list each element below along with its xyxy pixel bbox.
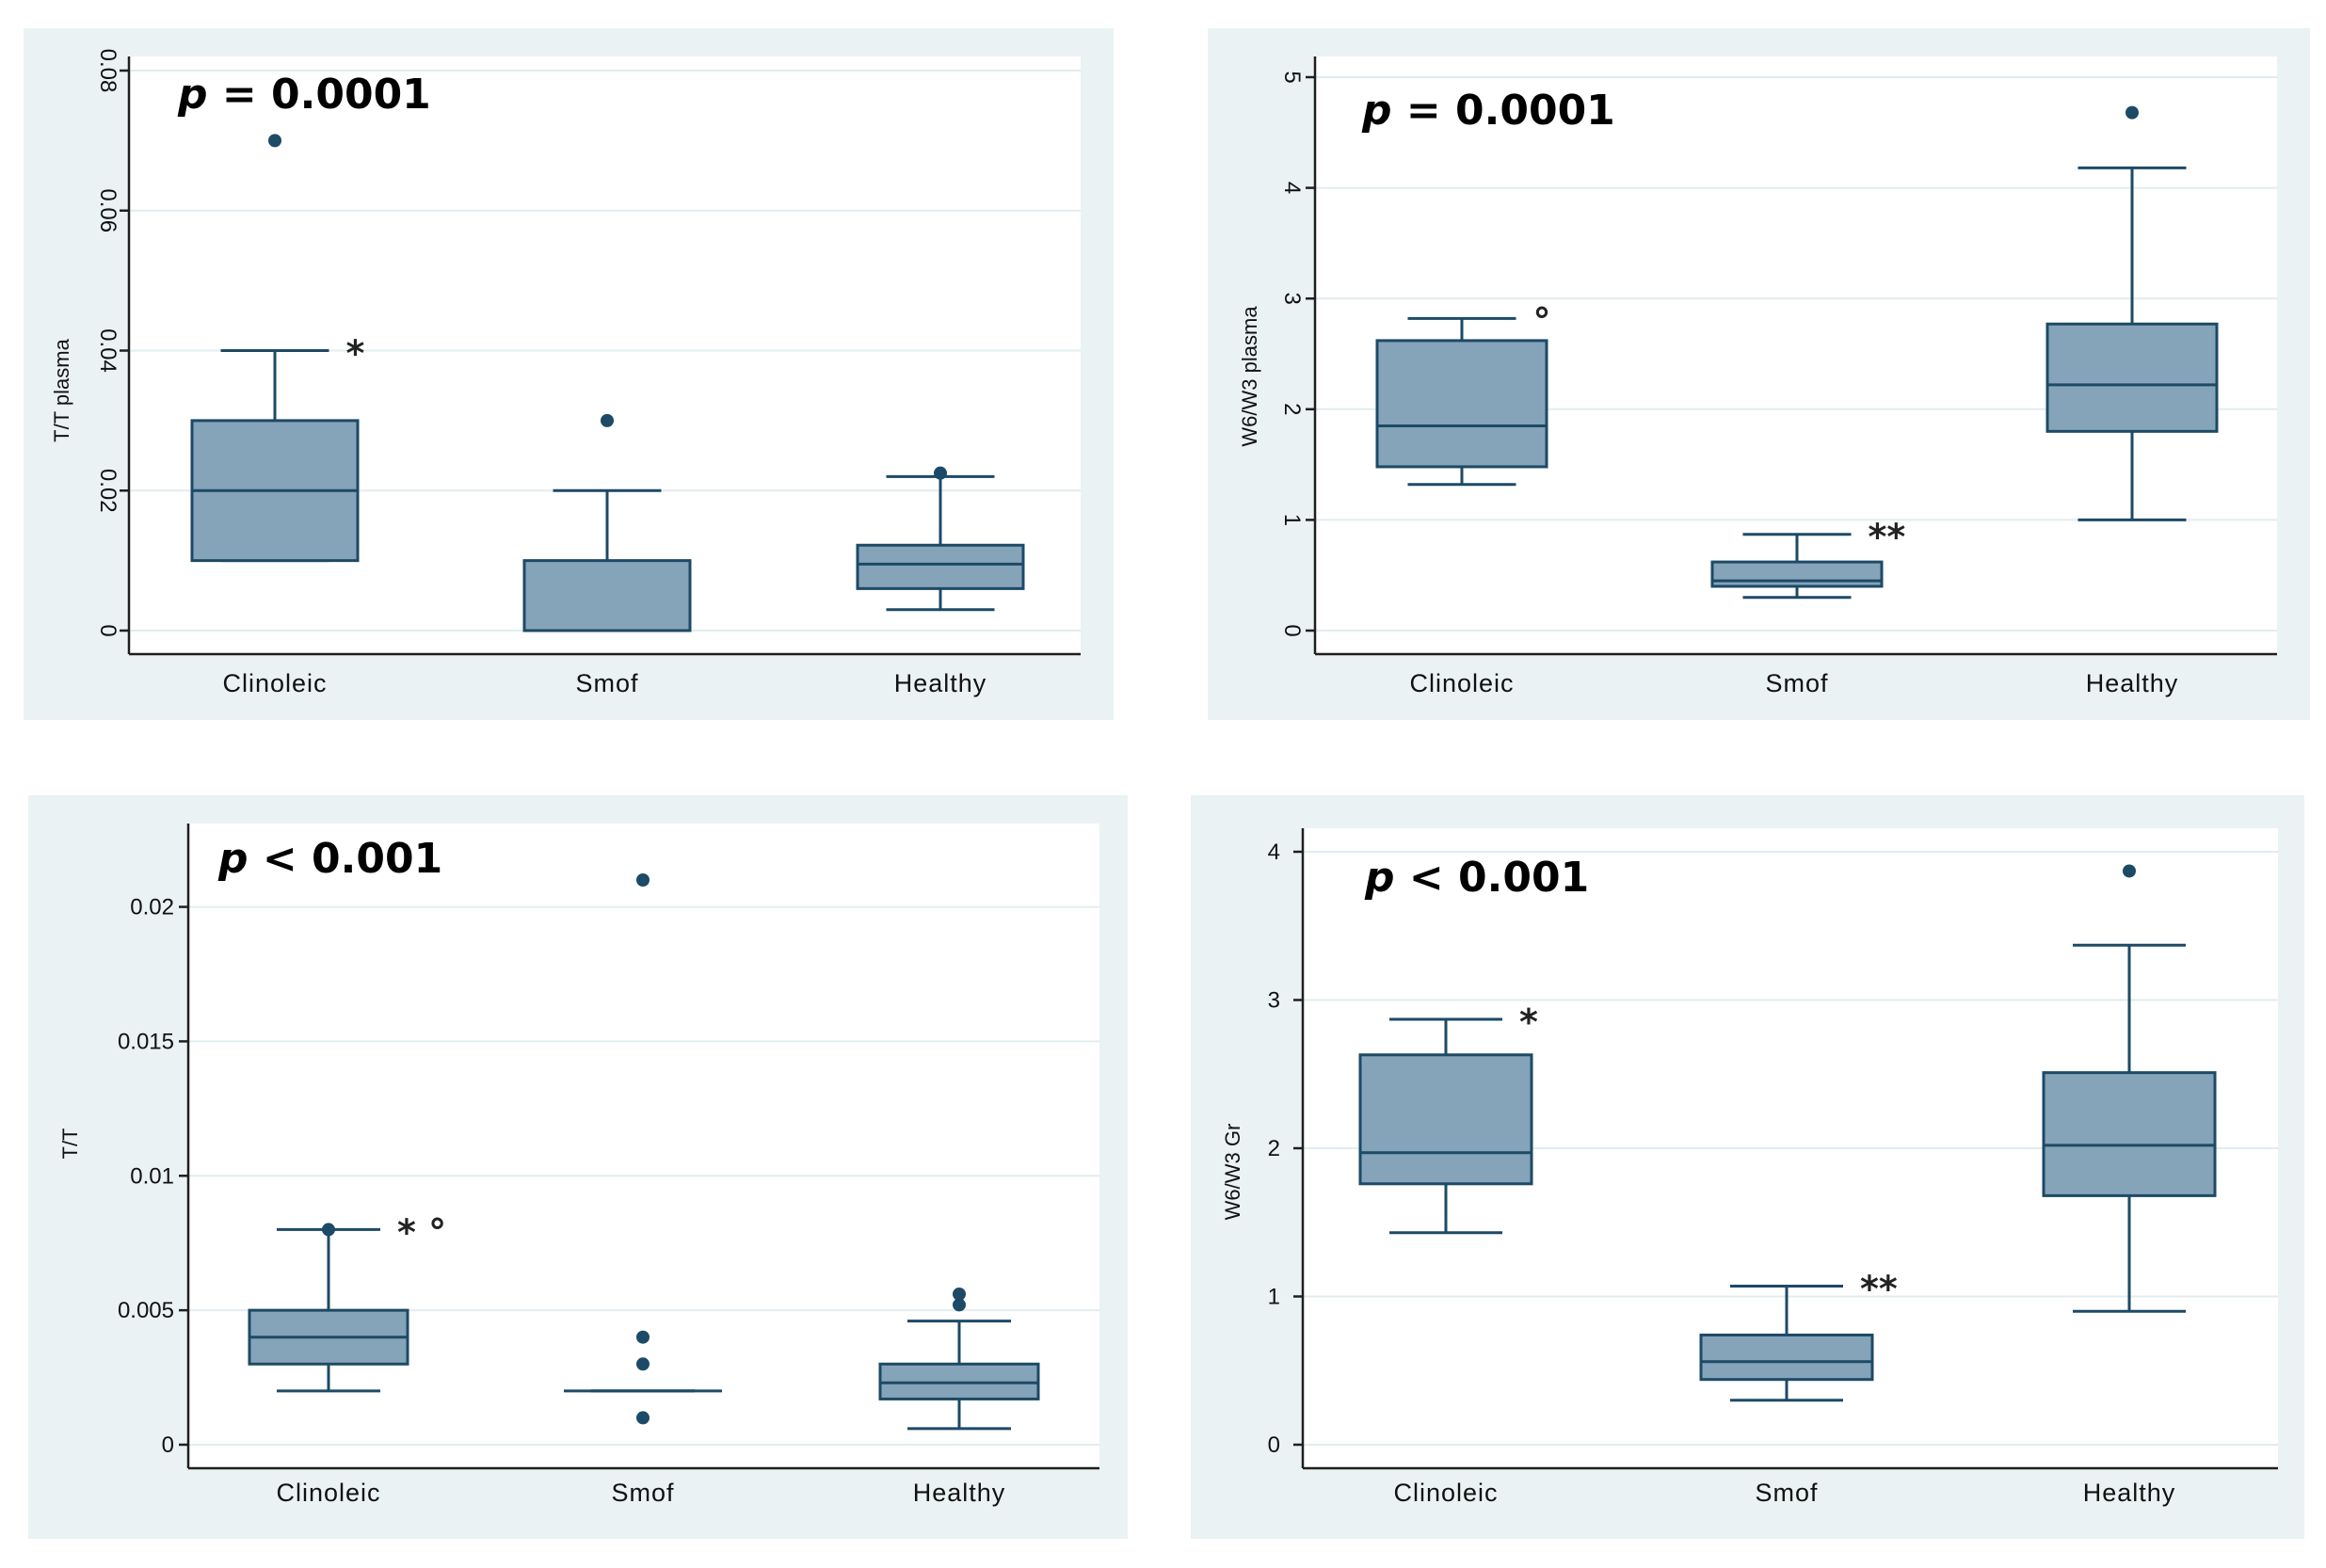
x-category-label: Clinoleic <box>222 669 327 697</box>
x-category-label: Smof <box>1755 1479 1818 1507</box>
p-value-symbol: p <box>1361 87 1392 135</box>
iqr-box <box>2042 1071 2217 1197</box>
outlier-point <box>322 1223 335 1237</box>
significance-marker: ° <box>1533 300 1551 342</box>
y-tick-label: 0.01 <box>130 1163 174 1189</box>
outlier-point <box>636 1411 650 1425</box>
p-value-symbol: p <box>177 71 208 119</box>
p-value-annotation: p = 0.0001 <box>177 71 431 119</box>
box-healthy <box>2042 864 2217 1313</box>
box-plot-svg: 0 0.005 0.01 0.015 0.02 T/T p < 0.001 * ° Clinol… <box>58 824 1099 1507</box>
box-plot-svg: 0 0.02 0.04 0.06 0.08 T/T plasma p = 0.0001 * Cl… <box>50 49 1081 697</box>
outlier-point <box>636 1330 650 1344</box>
x-category-label: Healthy <box>913 1479 1006 1507</box>
iqr-box <box>1375 339 1548 469</box>
box-clinoleic: * <box>1358 1001 1538 1235</box>
significance-marker: * ° <box>397 1211 446 1253</box>
box-plot-svg: 0 1 2 3 4 5 W6/W3 plasma p = 0.0001 ° Clinoleic **… <box>1238 56 2277 697</box>
p-value-annotation: p = 0.0001 <box>1361 87 1615 135</box>
box-smof: ** <box>1710 517 1906 600</box>
iqr-box <box>1699 1333 1874 1382</box>
iqr-box <box>1358 1053 1533 1186</box>
y-tick-label: 5 <box>1279 71 1305 83</box>
x-category-label: Smof <box>575 669 638 697</box>
chart-panel-tt: 0 0.005 0.01 0.015 0.02 T/T p < 0.001 * ° Clinol… <box>28 795 1128 1539</box>
p-value-text: < 0.001 <box>249 835 443 883</box>
significance-marker: * <box>346 333 365 375</box>
y-tick-label: 3 <box>1268 988 1280 1014</box>
x-category-label: Clinoleic <box>276 1479 380 1507</box>
iqr-box <box>2045 322 2219 433</box>
box-smof: ** <box>1699 1268 1898 1402</box>
x-category-label: Healthy <box>2086 669 2179 697</box>
significance-marker: ** <box>1860 1268 1898 1309</box>
box-healthy <box>2045 105 2219 521</box>
y-tick-label: 4 <box>1279 182 1305 194</box>
box-smof <box>522 413 692 632</box>
y-tick-label: 0.015 <box>118 1029 174 1054</box>
significance-marker: * <box>1519 1001 1538 1043</box>
box-healthy <box>878 1288 1040 1431</box>
box-clinoleic: * ° <box>248 1211 446 1393</box>
outlier-point <box>636 1357 650 1371</box>
outlier-point <box>2125 105 2139 120</box>
x-category-label: Healthy <box>894 669 987 697</box>
chart-panel-w6w3-plasma: 0 1 2 3 4 5 W6/W3 plasma p = 0.0001 ° Clinoleic **… <box>1208 28 2310 720</box>
x-category-label: Smof <box>1765 669 1828 697</box>
iqr-box <box>522 559 692 632</box>
significance-marker: ** <box>1869 517 1906 558</box>
p-value-annotation: p < 0.001 <box>1364 854 1589 902</box>
outlier-point <box>953 1288 966 1301</box>
x-category-label: Clinoleic <box>1409 669 1514 697</box>
outlier-point <box>636 873 650 887</box>
y-tick-label: 0.06 <box>95 188 120 232</box>
y-axis-label: T/T plasma <box>50 338 73 441</box>
y-axis-label: T/T <box>58 1128 82 1160</box>
outlier-point <box>601 413 614 427</box>
y-tick-label: 0.08 <box>95 49 120 93</box>
y-tick-label: 3 <box>1279 293 1305 305</box>
box-healthy <box>856 466 1025 612</box>
y-tick-label: 0.02 <box>130 895 174 920</box>
y-axis-label: W6/W3 Gr <box>1221 1124 1244 1221</box>
box-smof <box>564 873 722 1425</box>
y-tick-label: 0 <box>1268 1432 1280 1458</box>
y-tick-label: 2 <box>1268 1136 1280 1161</box>
x-category-label: Clinoleic <box>1393 1479 1498 1507</box>
box-clinoleic: * <box>190 134 365 563</box>
p-value-symbol: p <box>217 835 249 883</box>
y-tick-label: 1 <box>1268 1285 1280 1310</box>
y-tick-label: 4 <box>1268 840 1280 865</box>
box-clinoleic: ° <box>1375 300 1551 487</box>
iqr-box <box>1710 560 1884 588</box>
y-tick-label: 2 <box>1279 403 1305 415</box>
outlier-point <box>2123 864 2136 878</box>
iqr-box <box>856 543 1025 590</box>
y-tick-label: 0 <box>162 1432 174 1458</box>
p-value-text: = 0.0001 <box>208 71 431 119</box>
y-axis-label: W6/W3 plasma <box>1238 306 1261 447</box>
x-category-label: Smof <box>611 1479 674 1507</box>
y-tick-label: 0 <box>95 624 120 636</box>
chart-panel-tt-plasma: 0 0.02 0.04 0.06 0.08 T/T plasma p = 0.0001 * Cl… <box>24 28 1114 720</box>
box-plot-svg: 0 1 2 3 4 W6/W3 Gr p < 0.001 * Clinoleic ** Smof He… <box>1221 828 2278 1507</box>
y-tick-label: 0.02 <box>95 469 120 513</box>
p-value-symbol: p <box>1364 854 1395 902</box>
y-tick-label: 0.04 <box>95 328 120 373</box>
y-tick-label: 1 <box>1279 514 1305 526</box>
x-category-label: Healthy <box>2083 1479 2176 1507</box>
outlier-point <box>953 1298 966 1312</box>
y-tick-label: 0.005 <box>118 1298 174 1323</box>
y-tick-label: 0 <box>1279 624 1305 636</box>
outlier-point <box>268 134 281 148</box>
chart-panel-w6w3-gr: 0 1 2 3 4 W6/W3 Gr p < 0.001 * Clinoleic ** Smof He… <box>1191 795 2304 1539</box>
outlier-point <box>934 466 947 480</box>
p-value-text: = 0.0001 <box>1392 87 1615 135</box>
p-value-text: < 0.001 <box>1395 854 1590 902</box>
p-value-annotation: p < 0.001 <box>217 835 442 883</box>
